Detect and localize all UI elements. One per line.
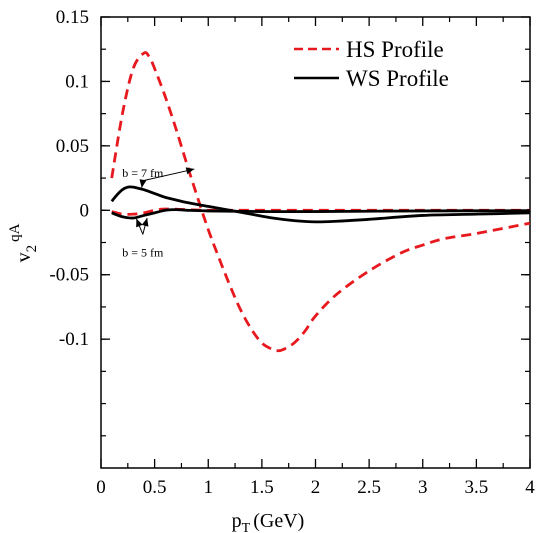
- annotation-label: b = 5 fm: [122, 245, 164, 259]
- x-tick-label: 2.5: [357, 477, 381, 498]
- y-axis-label-subscript: 2: [24, 245, 40, 253]
- y-tick-label: 0.05: [56, 136, 89, 157]
- series-line-ws-profile-b7fm: [110, 185, 530, 224]
- x-axis-label: pT (GeV): [232, 510, 305, 533]
- x-tick-label: 2: [311, 477, 321, 498]
- x-tick-label: 0: [96, 477, 106, 498]
- x-tick-label: 3.5: [465, 477, 489, 498]
- series-layer: [110, 51, 530, 353]
- x-axis-label-main: p: [232, 510, 242, 532]
- x-tick-label: 1: [204, 477, 214, 498]
- y-tick-label: 0.1: [65, 71, 89, 92]
- legend-label-ws-profile: WS Profile: [346, 66, 449, 91]
- plot-frame: [100, 16, 531, 469]
- series-line-ws-profile-b5fm: [111, 208, 530, 220]
- annotation-arrow-head: [139, 179, 147, 188]
- y-axis-ticks: -0.1 -0.05 0 0.05 0.1 0.15: [49, 7, 530, 437]
- y-tick-label: -0.05: [49, 265, 89, 286]
- x-axis-label-subscript: T: [242, 521, 251, 533]
- x-tick-label: 1.5: [250, 477, 274, 498]
- y-axis-label: v2qA: [7, 223, 40, 262]
- y-tick-label: -0.1: [59, 329, 89, 350]
- y-axis-label-superscript: qA: [7, 223, 23, 242]
- legend: HS Profile WS Profile: [294, 37, 449, 91]
- x-axis-ticks: 0 0.5 1 1.5 2 2.5 3 3.5 4: [96, 17, 535, 498]
- annotation-arrow-head: [141, 218, 149, 227]
- legend-label-hs-profile: HS Profile: [346, 37, 444, 62]
- annotation-arrow-head: [185, 167, 195, 175]
- x-tick-label: 4: [525, 477, 535, 498]
- annotation-label: b = 7 fm: [122, 166, 164, 180]
- annotation-arrow: [142, 168, 195, 182]
- x-tick-label: 3: [418, 477, 428, 498]
- annotations: b = 7 fm b = 5 fm: [122, 166, 195, 259]
- svg-text:v2qA: v2qA: [7, 223, 40, 262]
- x-axis-label-unit: (GeV): [253, 510, 304, 532]
- x-tick-label: 0.5: [143, 477, 167, 498]
- series-line-hs-profile-b7fm: [110, 51, 530, 353]
- y-tick-label: 0.15: [56, 7, 89, 28]
- annotation-arrow-head: [136, 218, 143, 228]
- y-tick-label: 0: [80, 200, 90, 221]
- y-axis-label-main: v: [13, 252, 35, 262]
